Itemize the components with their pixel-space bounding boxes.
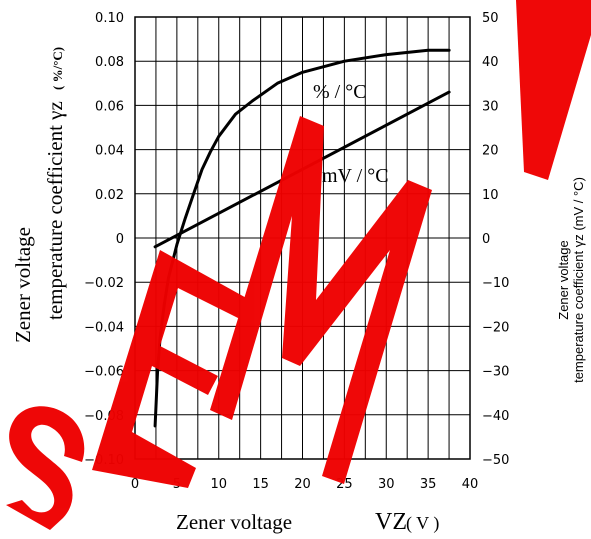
watermark-letter-i — [516, 0, 591, 180]
x-tick-label: 10 — [210, 477, 227, 492]
right-tick-label: 10 — [482, 188, 499, 203]
right-tick-label: 50 — [482, 11, 499, 26]
x-axis-title: Zener voltage VZ ( V ) — [176, 509, 439, 535]
series-label-percent: % / °C — [313, 81, 367, 103]
x-axis-label: Zener voltage — [176, 510, 292, 534]
x-tick-label: 30 — [378, 477, 395, 492]
left-tick-label: 0 — [116, 232, 124, 247]
left-axis-unit: ( %/°C) — [50, 47, 65, 90]
right-axis-label-line1: Zener voltage — [556, 240, 571, 320]
left-tick-label: −0.06 — [84, 365, 124, 380]
right-tick-label: 0 — [482, 232, 490, 247]
x-tick-label: 20 — [294, 477, 311, 492]
x-tick-label: 40 — [462, 477, 479, 492]
right-tick-label: −30 — [482, 365, 509, 380]
plot-frame — [134, 16, 471, 460]
watermark-letter-s — [6, 406, 85, 530]
right-tick-label: 20 — [482, 144, 499, 159]
x-axis-unit: ( V ) — [406, 513, 439, 534]
left-tick-label: −0.04 — [84, 320, 124, 335]
x-tick-label: 0 — [131, 477, 139, 492]
left-tick-label: −0.02 — [84, 276, 124, 291]
left-tick-label: 0.06 — [95, 99, 124, 114]
right-tick-labels: 50 40 30 20 10 0 −10 −20 −30 −40 −50 — [482, 11, 509, 468]
watermark — [6, 0, 591, 530]
left-axis-title-2: temperature coefficient γz ( %/°C) — [43, 47, 67, 320]
x-tick-label: 35 — [420, 477, 437, 492]
right-tick-label: −50 — [482, 453, 509, 468]
series-label-mv: mV / °C — [322, 165, 389, 187]
left-tick-label: 0.08 — [95, 55, 124, 70]
x-tick-label: 15 — [252, 477, 269, 492]
right-tick-label: −20 — [482, 320, 509, 335]
left-tick-label: 0.10 — [95, 11, 124, 26]
left-axis-title: Zener voltage — [11, 227, 35, 343]
right-tick-label: 30 — [482, 99, 499, 114]
right-tick-label: −10 — [482, 276, 509, 291]
left-axis-label-line2: temperature coefficient γz — [43, 101, 67, 320]
watermark-letter-m — [210, 116, 432, 484]
left-axis-label-line1: Zener voltage — [11, 227, 35, 343]
right-axis-label-line2: temperature coefficient γz (mV / °C) — [571, 177, 586, 383]
left-tick-label: 0.04 — [95, 144, 124, 159]
svg-text:temperature coefficient γz: temperature coefficient γz ( %/°C) — [43, 47, 67, 320]
x-axis-symbol: VZ — [375, 509, 407, 535]
right-tick-label: −40 — [482, 409, 509, 424]
right-axis-title: Zener voltage temperature coefficient γz… — [556, 177, 586, 383]
left-tick-label: 0.02 — [95, 188, 124, 203]
watermark-letter-e — [92, 250, 250, 488]
right-tick-label: 40 — [482, 55, 499, 70]
